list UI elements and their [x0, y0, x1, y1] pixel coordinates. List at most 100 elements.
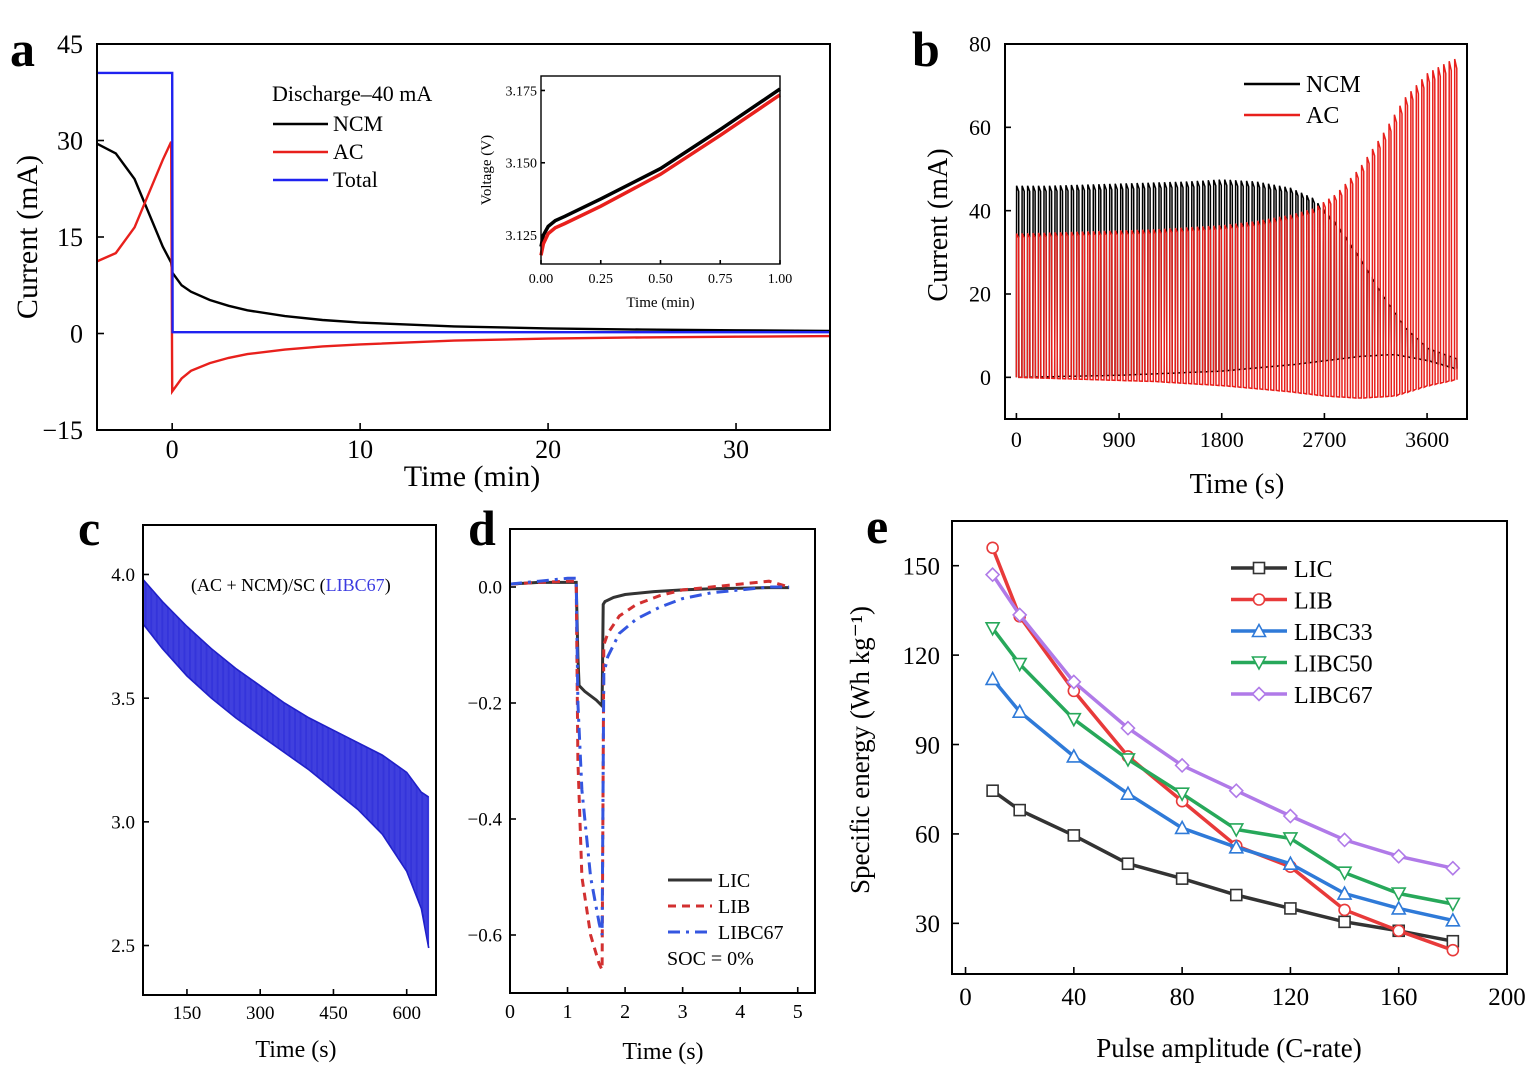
series-line-libc50 [991, 627, 1454, 906]
panel-c-x-tick-label: 150 [173, 1003, 202, 1024]
panel-a-x-tick-label: 10 [347, 435, 373, 464]
series-line-total [97, 71, 830, 334]
legend-marker-libc67 [1251, 686, 1267, 702]
panel-a-x-tick-label: 30 [723, 435, 749, 464]
legend-label-total: Total [333, 167, 378, 192]
series-line-upper [142, 578, 430, 798]
data-point-libc33 [1282, 855, 1299, 871]
panel-e-x-tick-label: 0 [959, 984, 972, 1011]
panel-c-y-tick-label: 2.5 [111, 936, 135, 957]
panel-d-x-tick-label: 4 [735, 1001, 745, 1023]
data-point-libc50 [1228, 823, 1245, 838]
panel-letter-d: d [468, 500, 496, 556]
data-point-libc33 [1174, 819, 1190, 835]
data-point-libc33 [1011, 703, 1028, 719]
data-point-libc50 [1174, 787, 1190, 802]
panel-b-y-tick-label: 60 [969, 115, 991, 140]
data-point-libc50 [1282, 832, 1299, 847]
legend-label-libc33: LIBC33 [1294, 620, 1373, 646]
panel-d-x-tick-label: 0 [505, 1001, 515, 1023]
legend-label-libc67: LIBC67 [1294, 683, 1373, 709]
data-point-lib [1392, 924, 1406, 938]
panel-c-x-tick-label: 600 [392, 1003, 421, 1024]
annotation-suffix: ) [385, 575, 391, 596]
legend-label-ac: AC [333, 139, 364, 164]
panel-e-y-tick-label: 120 [903, 643, 941, 670]
panel-letter-a: a [10, 21, 35, 77]
data-point-libc33 [1120, 785, 1136, 800]
panel-e-x-tick-label: 120 [1272, 984, 1310, 1011]
panel-e-frame [951, 520, 1508, 975]
panel-e: 0 40 80 120 160 200 30 60 90 120 150 Pulse amplitud… [845, 520, 1526, 1063]
data-point-lic [1013, 803, 1026, 817]
panel-e-y-tick-label: 90 [915, 732, 940, 759]
panel-d-frame [509, 528, 816, 994]
panel-letter-b: b [912, 21, 940, 77]
panel-e-x-axis-label: Pulse amplitude (C-rate) [1096, 1033, 1361, 1063]
data-point-libc50 [1390, 887, 1407, 902]
panel-a-y-tick-label: 15 [57, 223, 83, 252]
data-point-libc33 [984, 670, 1001, 686]
data-point-libc33 [1065, 748, 1082, 763]
panel-d-x-tick-label: 2 [620, 1001, 630, 1023]
panel-d-y-tick-label: −0.6 [468, 926, 502, 947]
data-point-lib [1446, 943, 1460, 957]
legend-label-lib: LIB [1294, 589, 1333, 615]
panel-d-x-tick-label: 1 [563, 1001, 573, 1023]
data-point-libc33 [1445, 912, 1461, 927]
panel-b-y-tick-label: 80 [969, 32, 991, 57]
series-line-ac [96, 141, 831, 396]
panel-b-y-tick-label: 40 [969, 198, 991, 223]
legend-label-ac: AC [1306, 103, 1339, 129]
series-line-lic [509, 580, 790, 710]
panel-b-y-tick-label: 20 [969, 282, 991, 307]
data-point-lib [1338, 903, 1351, 917]
legend-marker-libc33 [1251, 622, 1267, 638]
data-point-libc67 [1282, 808, 1299, 824]
data-point-lic [1229, 888, 1243, 902]
legend-label-libc67: LIBC67 [718, 922, 784, 944]
panel-a-legend-title: Discharge–40 mA [272, 81, 432, 106]
panel-a-y-tick-label: −15 [42, 416, 83, 445]
inset-x-tick-label: 1.00 [768, 272, 793, 287]
panel-c-y-tick-label: 4.0 [111, 565, 135, 586]
series-line-libc33 [991, 677, 1454, 923]
data-point-libc67 [1228, 783, 1244, 799]
panel-b-y-axis-label: Current (mA) [923, 148, 954, 301]
data-point-libc67 [1391, 848, 1407, 864]
series-line-lic [991, 789, 1454, 943]
data-point-lic [1284, 902, 1297, 915]
data-point-libc50 [984, 621, 1001, 637]
series-pulses-ac [1015, 58, 1458, 399]
data-point-libc67 [1336, 832, 1353, 848]
panel-b-x-axis-label: Time (s) [1190, 469, 1285, 500]
legend-label-lic: LIC [1294, 557, 1333, 583]
panel-d: 0 1 2 3 4 5 0.0 −0.2 −0.4 −0.6 Time (s) LIC LIB LIBC6… [468, 528, 816, 1065]
annotation-highlight: LIBC67 [326, 575, 385, 595]
panel-c-x-axis-label: Time (s) [255, 1037, 336, 1063]
panel-e-x-tick-label: 80 [1170, 984, 1195, 1011]
legend-marker-lib [1252, 593, 1266, 606]
legend-label-lib: LIB [718, 896, 750, 918]
inset-y-tick-label: 3.125 [506, 229, 538, 244]
legend-label-lic: LIC [718, 870, 750, 892]
panel-c-y-tick-label: 3.0 [111, 812, 135, 833]
panel-a-y-tick-label: 45 [57, 30, 83, 59]
data-point-libc50 [1336, 866, 1353, 881]
panel-c-annotation: (AC + NCM)/SC (LIBC67) [191, 575, 391, 596]
panel-d-y-tick-label: 0.0 [478, 578, 502, 599]
data-point-libc67 [1066, 674, 1082, 690]
data-point-libc50 [1065, 712, 1082, 728]
data-point-libc67 [1012, 607, 1028, 623]
panel-b-x-tick-label: 3600 [1405, 427, 1449, 452]
data-point-libc67 [1445, 860, 1461, 876]
inset-x-tick-label: 0.75 [708, 272, 733, 287]
series-line-libc67 [991, 573, 1454, 870]
panel-c-x-tick-label: 300 [246, 1003, 275, 1024]
legend-label-ncm: NCM [1306, 72, 1361, 98]
panel-a-y-tick-label: 0 [70, 320, 83, 349]
data-point-lic [986, 784, 999, 798]
data-point-libc50 [1011, 657, 1028, 673]
panel-a-y-tick-label: 30 [57, 127, 83, 156]
